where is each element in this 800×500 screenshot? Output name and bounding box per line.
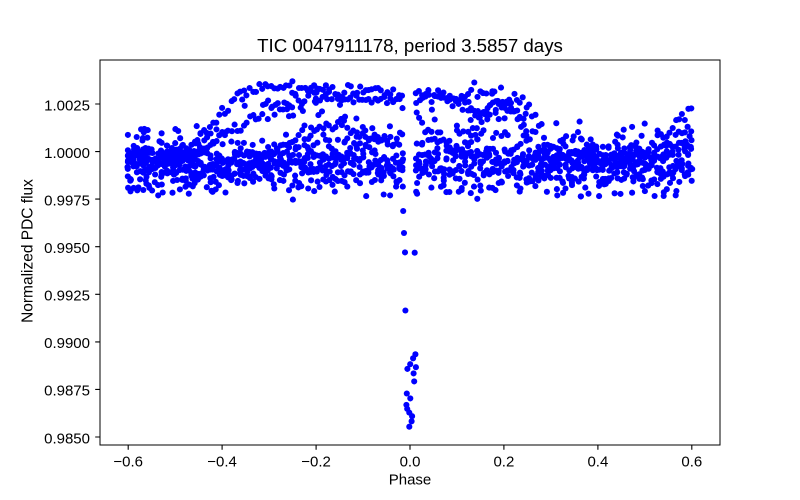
svg-text:0.9875: 0.9875 [44, 383, 90, 400]
svg-text:0.9900: 0.9900 [44, 335, 90, 352]
svg-text:0.2: 0.2 [493, 454, 514, 471]
svg-text:0.4: 0.4 [587, 454, 608, 471]
svg-text:0.9950: 0.9950 [44, 240, 90, 257]
svg-text:Normalized PDC flux: Normalized PDC flux [20, 179, 37, 323]
svg-text:Phase: Phase [389, 472, 432, 489]
svg-text:0.9850: 0.9850 [44, 430, 90, 447]
svg-text:−0.2: −0.2 [301, 454, 331, 471]
svg-text:1.0025: 1.0025 [44, 97, 90, 114]
svg-text:1.0000: 1.0000 [44, 145, 90, 162]
svg-text:0.6: 0.6 [681, 454, 702, 471]
svg-text:−0.6: −0.6 [113, 454, 143, 471]
svg-text:0.9925: 0.9925 [44, 288, 90, 305]
svg-text:TIC 0047911178, period 3.5857: TIC 0047911178, period 3.5857 days [257, 35, 563, 56]
svg-text:−0.4: −0.4 [207, 454, 237, 471]
svg-text:0.9975: 0.9975 [44, 192, 90, 209]
svg-text:0.0: 0.0 [400, 454, 421, 471]
